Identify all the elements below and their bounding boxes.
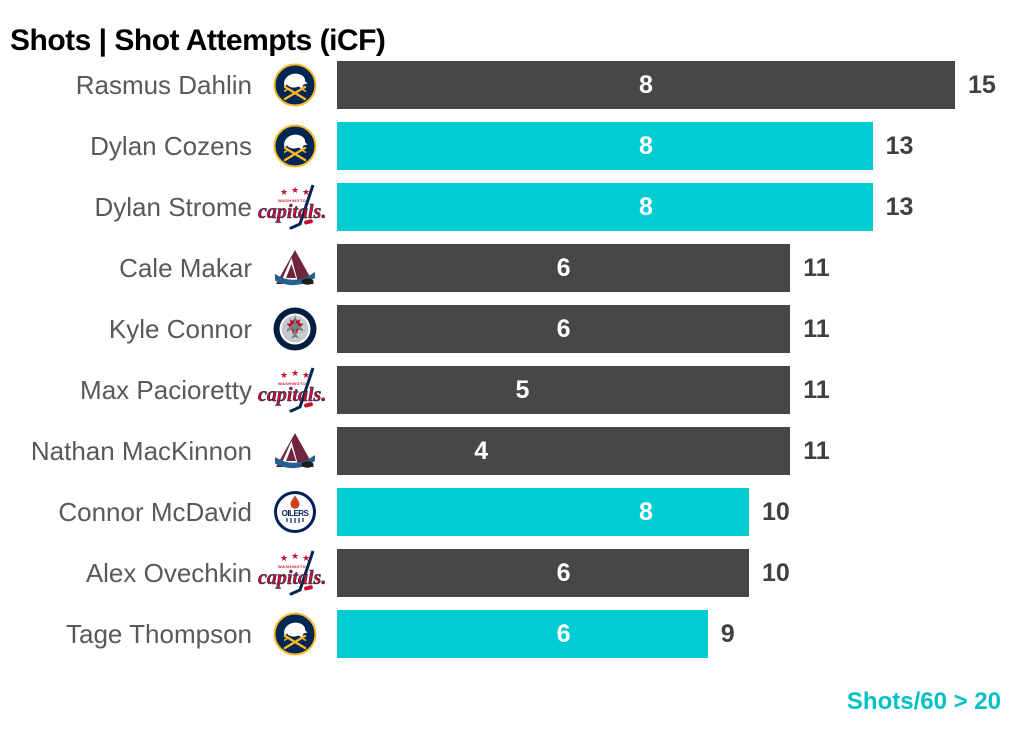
player-row: Rasmus Dahlin 8 15 bbox=[0, 61, 1024, 122]
team-logo bbox=[252, 305, 337, 353]
bar-track: 8 13 bbox=[337, 183, 1024, 231]
attempts-label: 11 bbox=[803, 254, 830, 282]
attempts-bar: 4 bbox=[337, 427, 791, 475]
team-logo: ★ ★ ★ WASHINGTON capitals. bbox=[252, 183, 337, 231]
shots-label: 4 bbox=[474, 437, 489, 465]
attempts-bar: 6 bbox=[337, 305, 791, 353]
shots-label: 8 bbox=[639, 132, 653, 160]
team-logo: ★ ★ ★ WASHINGTON capitals. bbox=[252, 549, 337, 597]
bar-track: 6 11 bbox=[337, 244, 1024, 292]
player-row: Dylan Cozens 8 13 bbox=[0, 122, 1024, 183]
player-row: Nathan MacKinnon 4 11 bbox=[0, 427, 1024, 488]
svg-text:★: ★ bbox=[280, 553, 288, 563]
svg-text:WASHINGTON: WASHINGTON bbox=[278, 198, 309, 203]
player-name: Nathan MacKinnon bbox=[30, 436, 252, 466]
team-logo bbox=[252, 244, 337, 292]
bar-track: 6 10 bbox=[337, 549, 1024, 597]
attempts-bar: 8 bbox=[337, 488, 749, 536]
attempts-bar: 6 bbox=[337, 610, 708, 658]
shots-label: 6 bbox=[556, 315, 571, 343]
bar-track: 8 10 bbox=[337, 488, 1024, 536]
chart-title: Shots | Shot Attempts (iCF) bbox=[10, 24, 386, 58]
player-name: Dylan Strome bbox=[94, 192, 253, 222]
svg-text:★: ★ bbox=[302, 553, 310, 563]
shots-label: 6 bbox=[556, 254, 571, 282]
svg-text:capitals.: capitals. bbox=[258, 201, 326, 223]
team-logo: OILERS bbox=[252, 488, 337, 536]
jets-logo bbox=[273, 307, 316, 351]
avalanche-logo bbox=[274, 250, 315, 286]
player-name: Max Pacioretty bbox=[80, 375, 252, 405]
player-row: Max Pacioretty ★ ★ ★ WASHINGTON capitals. 5 … bbox=[0, 366, 1024, 427]
attempts-label: 10 bbox=[762, 559, 790, 587]
shots-label: 8 bbox=[639, 193, 653, 221]
svg-text:★: ★ bbox=[280, 187, 288, 197]
team-logo bbox=[252, 427, 337, 475]
shots-label: 8 bbox=[639, 498, 653, 526]
player-name: Alex Ovechkin bbox=[85, 558, 252, 588]
team-logo bbox=[252, 122, 337, 170]
attempts-bar: 6 bbox=[337, 244, 791, 292]
player-name: Rasmus Dahlin bbox=[75, 70, 252, 100]
player-row: Kyle Connor 6 11 bbox=[0, 305, 1024, 366]
player-row: Connor McDavid OILERS 8 10 bbox=[0, 488, 1024, 549]
avalanche-logo bbox=[274, 433, 315, 469]
attempts-label: 9 bbox=[720, 620, 735, 648]
shots-label: 6 bbox=[556, 559, 571, 587]
player-row: Dylan Strome ★ ★ ★ WASHINGTON capitals. 8 13 bbox=[0, 183, 1024, 244]
attempts-bar: 8 bbox=[337, 183, 873, 231]
sabres-logo bbox=[273, 124, 316, 168]
oilers-logo: OILERS bbox=[273, 491, 316, 533]
attempts-label: 15 bbox=[968, 71, 996, 99]
player-row: Cale Makar 6 11 bbox=[0, 244, 1024, 305]
svg-text:★: ★ bbox=[280, 370, 288, 380]
attempts-bar: 8 bbox=[337, 61, 955, 109]
bar-track: 6 9 bbox=[337, 610, 1024, 658]
attempts-label: 13 bbox=[885, 132, 914, 160]
player-row: Alex Ovechkin ★ ★ ★ WASHINGTON capitals. 6 1… bbox=[0, 549, 1024, 610]
player-name: Dylan Cozens bbox=[90, 131, 252, 161]
player-row: Tage Thompson 6 9 bbox=[0, 610, 1024, 671]
player-name: Tage Thompson bbox=[66, 619, 252, 649]
attempts-bar: 8 bbox=[337, 122, 873, 170]
sabres-logo bbox=[273, 63, 316, 107]
bar-track: 8 15 bbox=[337, 61, 1024, 109]
team-logo: ★ ★ ★ WASHINGTON capitals. bbox=[252, 366, 337, 414]
shots-label: 6 bbox=[556, 620, 571, 648]
attempts-bar: 5 bbox=[337, 366, 791, 414]
attempts-label: 11 bbox=[803, 437, 830, 465]
bar-track: 5 11 bbox=[337, 366, 1024, 414]
shots-label: 8 bbox=[639, 71, 653, 99]
svg-text:★: ★ bbox=[291, 551, 299, 561]
attempts-label: 10 bbox=[762, 498, 790, 526]
attempts-label: 11 bbox=[803, 376, 830, 404]
svg-text:capitals.: capitals. bbox=[258, 384, 326, 406]
svg-text:WASHINGTON: WASHINGTON bbox=[278, 381, 309, 386]
player-name: Kyle Connor bbox=[108, 314, 252, 344]
team-logo bbox=[252, 610, 337, 658]
svg-text:OILERS: OILERS bbox=[281, 509, 309, 518]
bar-track: 8 13 bbox=[337, 122, 1024, 170]
svg-text:★: ★ bbox=[302, 187, 310, 197]
svg-text:★: ★ bbox=[302, 370, 310, 380]
player-name: Cale Makar bbox=[119, 253, 252, 283]
shots-label: 5 bbox=[515, 376, 530, 404]
sabres-logo bbox=[273, 612, 316, 656]
legend-note: Shots/60 > 20 bbox=[846, 688, 1001, 715]
player-name: Connor McDavid bbox=[58, 497, 252, 527]
attempts-label: 13 bbox=[885, 193, 914, 221]
team-logo bbox=[252, 61, 337, 109]
svg-text:★: ★ bbox=[291, 185, 299, 195]
bar-track: 4 11 bbox=[337, 427, 1024, 475]
attempts-bar: 6 bbox=[337, 549, 749, 597]
bar-chart: Rasmus Dahlin 8 15 Dylan Cozens 8 13 Dyl… bbox=[0, 61, 1024, 671]
svg-text:capitals.: capitals. bbox=[258, 567, 326, 589]
attempts-label: 11 bbox=[803, 315, 830, 343]
bar-track: 6 11 bbox=[337, 305, 1024, 353]
svg-text:WASHINGTON: WASHINGTON bbox=[278, 564, 309, 569]
svg-text:★: ★ bbox=[291, 368, 299, 378]
